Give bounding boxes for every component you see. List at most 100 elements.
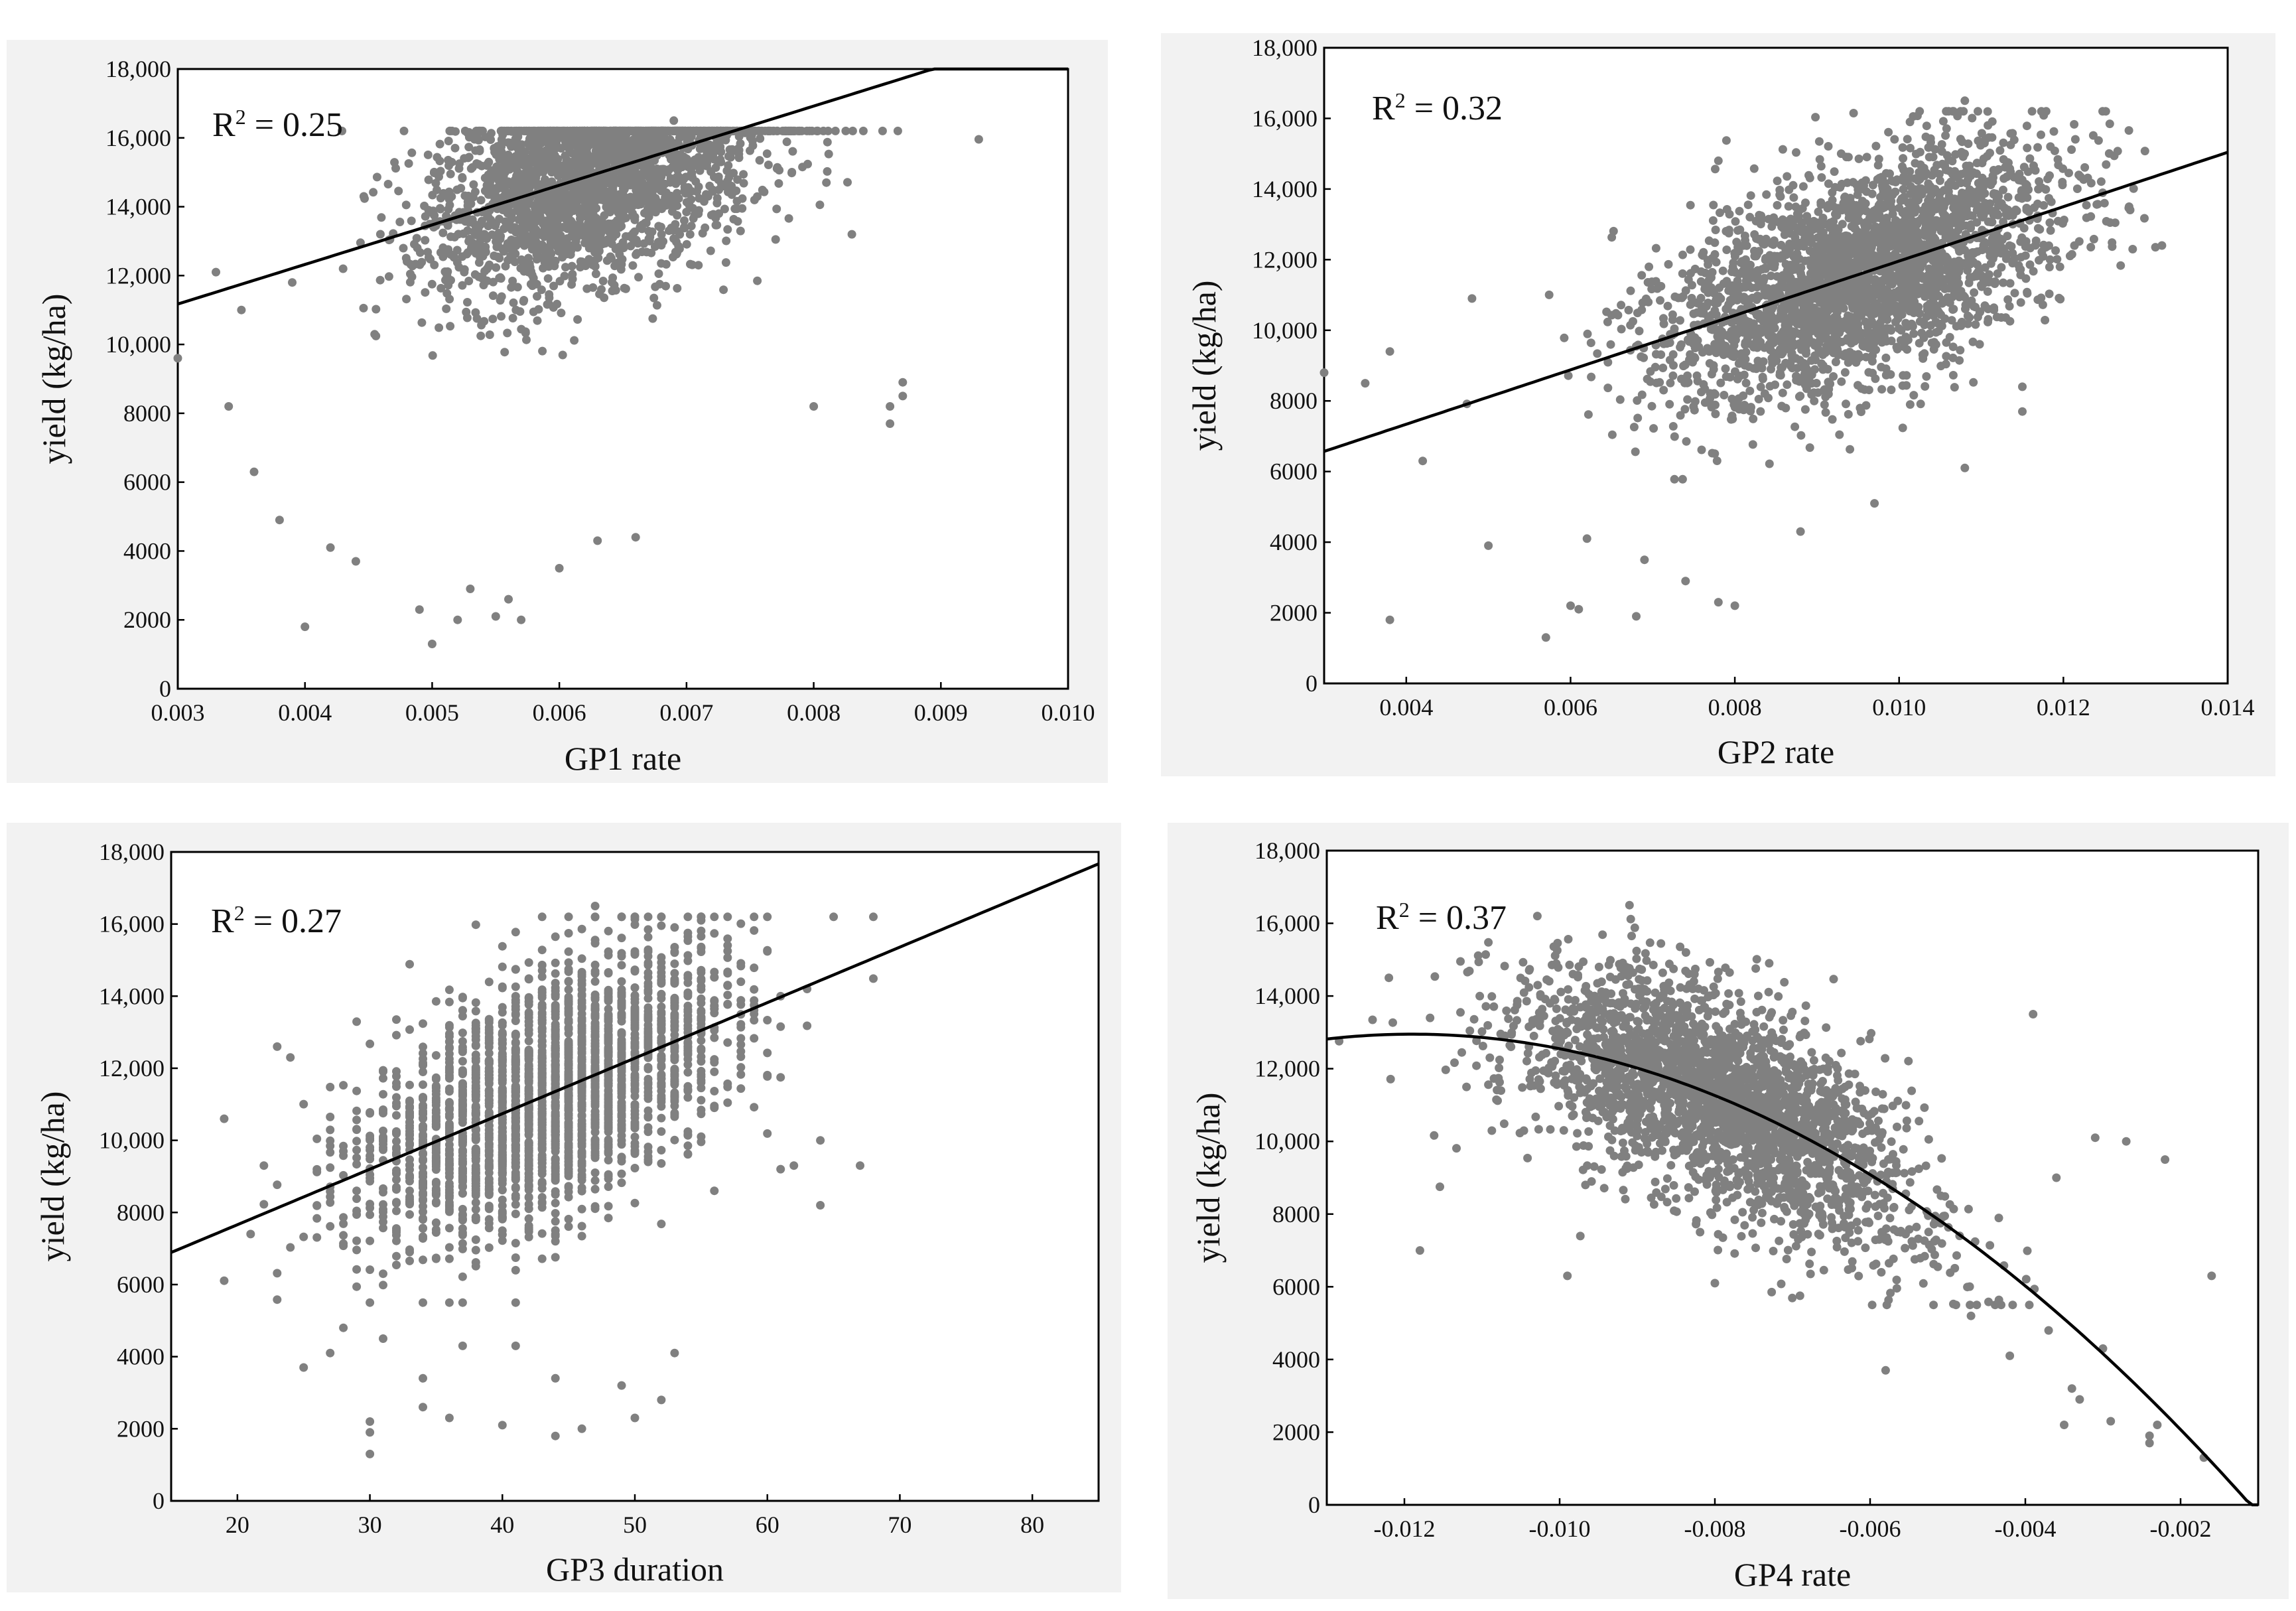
data-point xyxy=(450,232,459,242)
data-point xyxy=(1922,121,1931,131)
data-point xyxy=(1699,247,1708,257)
data-point xyxy=(547,238,555,247)
data-point xyxy=(593,536,602,545)
data-point xyxy=(372,173,381,182)
data-point xyxy=(1867,243,1876,252)
data-point xyxy=(2055,293,2064,303)
data-point xyxy=(898,391,908,401)
data-point xyxy=(809,402,819,411)
data-point xyxy=(384,272,393,281)
data-point xyxy=(823,167,832,176)
data-point xyxy=(445,200,454,210)
data-point xyxy=(1789,338,1798,347)
y-tick-label: 0 xyxy=(159,675,171,702)
data-point xyxy=(1603,384,1613,393)
data-point xyxy=(1821,408,1830,417)
data-point xyxy=(607,186,616,196)
data-point xyxy=(1796,279,1806,288)
data-point xyxy=(1593,349,1602,358)
data-point xyxy=(822,178,831,187)
data-point xyxy=(544,262,553,271)
data-point xyxy=(2082,200,2091,210)
data-point xyxy=(237,305,246,315)
data-point xyxy=(1670,474,1679,484)
data-point xyxy=(699,157,709,167)
data-point xyxy=(2053,155,2062,164)
data-point xyxy=(724,161,733,170)
data-point xyxy=(1965,161,1974,171)
data-point xyxy=(645,195,654,204)
data-point xyxy=(521,327,530,336)
data-point xyxy=(886,419,895,428)
data-point xyxy=(173,354,182,363)
data-point xyxy=(476,331,486,340)
data-point xyxy=(1629,316,1637,326)
data-point xyxy=(802,126,811,135)
data-point xyxy=(1586,338,1595,348)
data-point xyxy=(1807,368,1816,377)
data-point xyxy=(427,640,437,648)
data-point xyxy=(2023,143,2032,153)
data-point xyxy=(1798,182,1808,191)
data-point xyxy=(1607,430,1617,439)
data-point xyxy=(421,236,430,245)
data-point xyxy=(436,194,445,203)
data-point xyxy=(1994,165,2003,174)
data-point xyxy=(1765,459,1774,468)
data-point xyxy=(709,145,718,154)
data-point xyxy=(436,167,445,176)
data-point xyxy=(709,210,718,219)
data-point xyxy=(682,240,691,249)
data-point xyxy=(1801,198,1810,208)
data-point xyxy=(359,192,368,201)
data-point xyxy=(2104,149,2114,158)
data-point xyxy=(1838,220,1847,229)
data-point xyxy=(1668,315,1677,324)
data-point xyxy=(1785,185,1794,194)
panel-gp1: 0200040006000800010,00012,00014,00016,00… xyxy=(7,40,1108,783)
data-point xyxy=(399,126,409,135)
data-point xyxy=(492,263,501,272)
data-point xyxy=(1796,431,1806,440)
data-point xyxy=(1821,392,1830,401)
data-point xyxy=(1724,226,1733,235)
data-point xyxy=(1731,217,1740,226)
data-point xyxy=(701,143,710,153)
data-point xyxy=(1988,218,1997,227)
data-point xyxy=(974,135,983,144)
data-point xyxy=(1816,198,1826,207)
data-point xyxy=(1944,220,1953,229)
data-point xyxy=(606,126,615,135)
data-point xyxy=(654,184,663,193)
data-point xyxy=(793,126,803,135)
data-point xyxy=(773,163,782,172)
x-tick-label: 0.004 xyxy=(278,699,332,726)
data-point xyxy=(603,204,612,213)
data-point xyxy=(704,126,713,135)
panel-gp1-r2-label: R2 = 0.25 xyxy=(212,105,343,144)
data-point xyxy=(1903,335,1913,344)
data-point xyxy=(1984,121,1993,130)
data-point xyxy=(762,149,772,159)
data-point xyxy=(1938,159,1947,169)
data-point xyxy=(1814,137,1824,146)
data-point xyxy=(1942,352,1951,361)
data-point xyxy=(1971,320,1980,329)
data-point xyxy=(505,138,514,147)
data-point xyxy=(711,220,720,230)
data-point xyxy=(576,263,585,272)
data-point xyxy=(753,276,762,285)
data-point xyxy=(470,187,480,196)
data-point xyxy=(1892,242,1901,251)
data-point xyxy=(371,331,381,340)
data-point xyxy=(497,312,506,321)
data-point xyxy=(442,289,452,298)
data-point xyxy=(1950,383,1959,392)
x-tick-label: 0.007 xyxy=(659,699,713,726)
data-point xyxy=(2006,129,2015,138)
data-point xyxy=(1686,245,1695,254)
data-point xyxy=(2046,142,2055,151)
panel-gp1-points xyxy=(173,116,983,648)
data-point xyxy=(514,176,523,185)
data-point xyxy=(2049,127,2059,136)
